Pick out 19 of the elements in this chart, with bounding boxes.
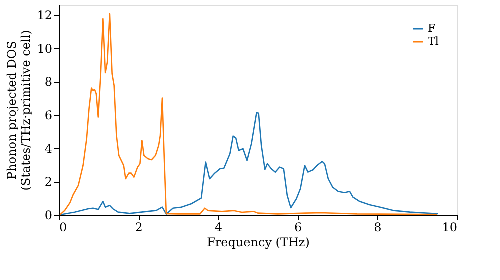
x-axis-title: Frequency (THz) [207, 236, 310, 250]
line-series [60, 112, 439, 216]
x-tick-label: 4 [214, 220, 223, 234]
y-tick-label: 0 [44, 208, 52, 222]
y-tick-label: 8 [44, 75, 52, 90]
y-tick-label: 10 [37, 42, 52, 56]
legend-label: F [428, 22, 436, 35]
y-tick-label: 12 [37, 8, 52, 22]
y-axis-title: Phonon projected DOS (States/THz·primitive cell) [5, 30, 34, 191]
x-tick-label: 2 [135, 220, 143, 234]
line-series [60, 13, 438, 216]
y-tick-label: 2 [44, 175, 52, 190]
x-tick-label: 0 [60, 220, 68, 234]
x-tick-label: 10 [442, 220, 458, 234]
y-tick-label: 6 [44, 108, 52, 122]
legend-label: Tl [428, 35, 440, 48]
x-tick-label: 6 [294, 220, 302, 234]
x-tick-label: 8 [374, 220, 382, 234]
y-tick-label: 4 [44, 142, 53, 156]
